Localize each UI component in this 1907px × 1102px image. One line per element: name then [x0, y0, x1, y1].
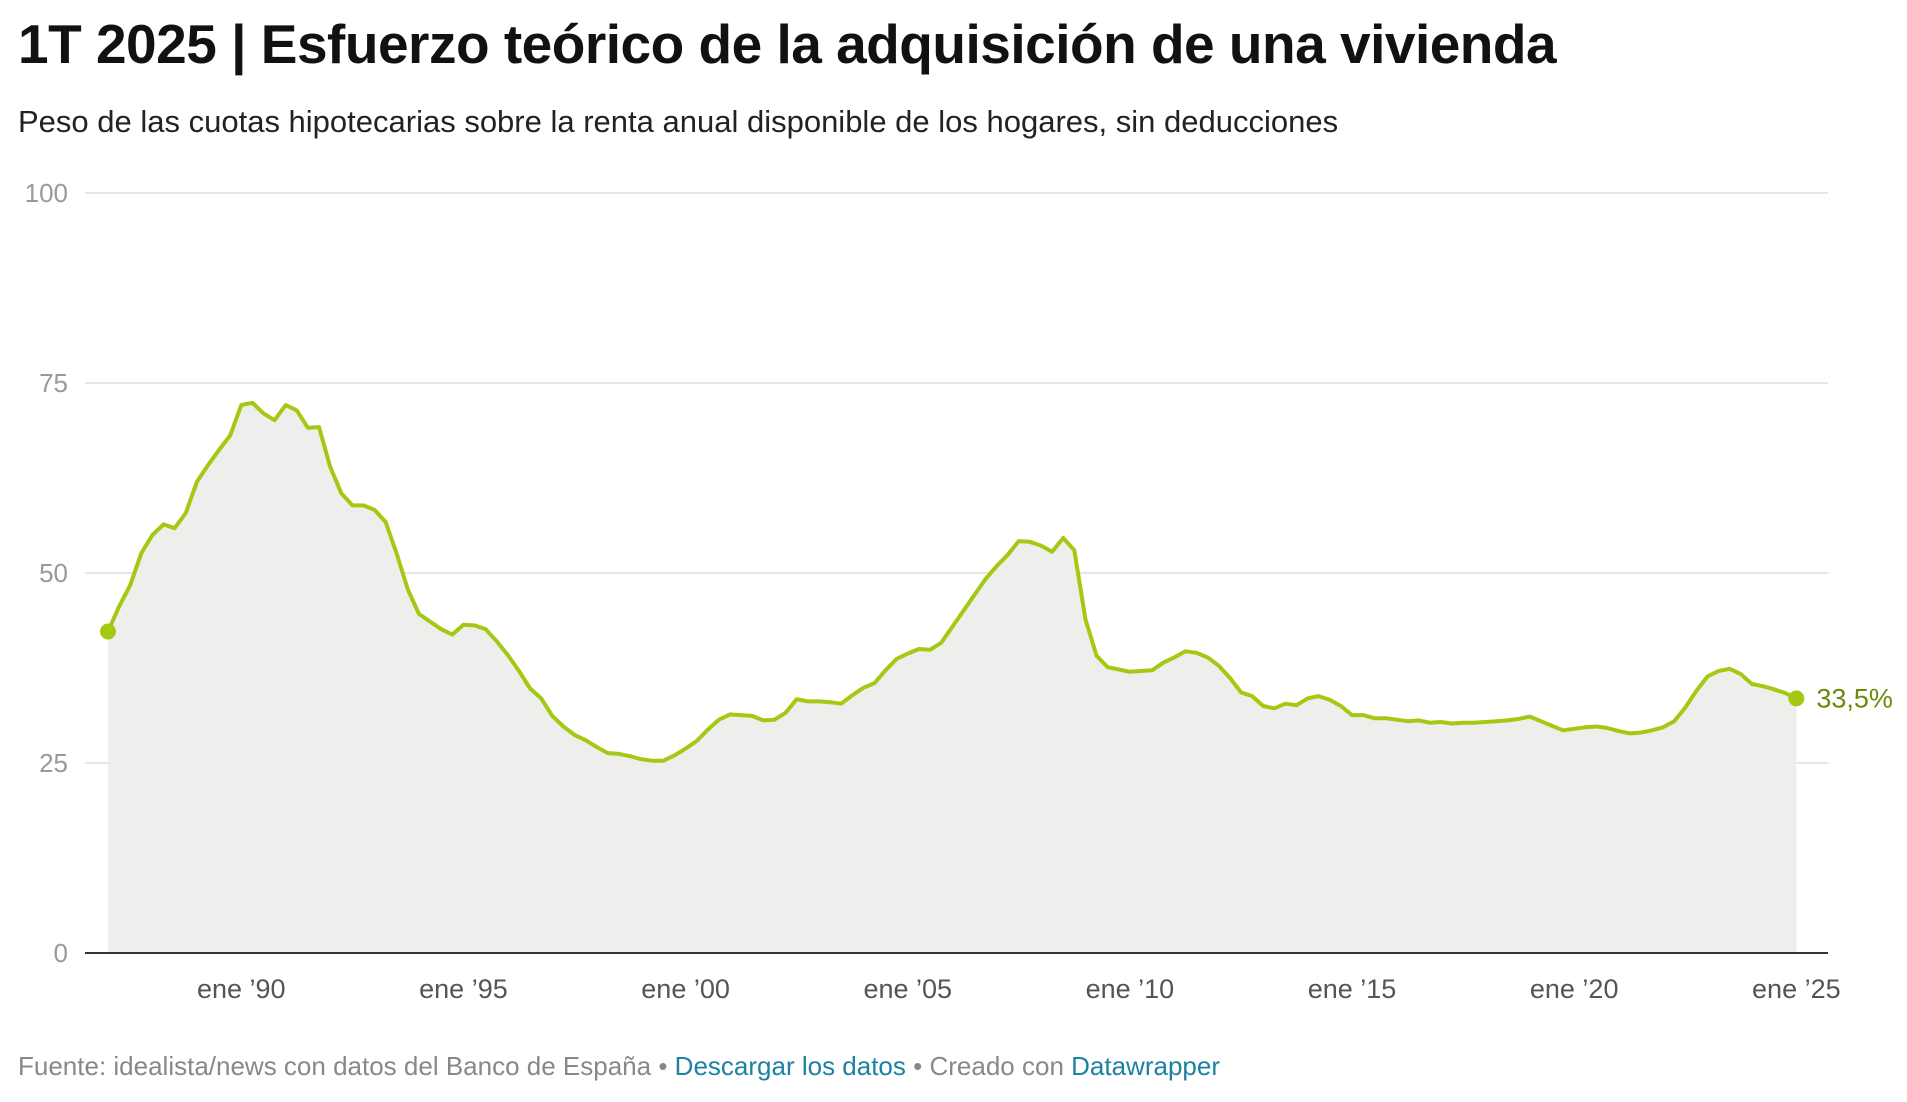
end-value-label: 33,5%: [1816, 683, 1893, 713]
series-line: [106, 400, 1799, 763]
chart-title: 1T 2025 | Esfuerzo teórico de la adquisi…: [18, 13, 1557, 75]
datawrapper-link[interactable]: Datawrapper: [1071, 1051, 1220, 1081]
x-tick-label: ene ’25: [1752, 974, 1841, 1004]
x-tick-label: ene ’10: [1086, 974, 1175, 1004]
y-tick-label: 25: [39, 748, 68, 778]
footer-separator: •: [913, 1051, 923, 1081]
y-tick-label: 75: [39, 368, 68, 398]
end-point-marker: [1788, 690, 1805, 707]
x-tick-label: ene ’95: [419, 974, 508, 1004]
start-point-marker: [100, 623, 116, 640]
y-tick-label: 50: [39, 558, 68, 588]
y-tick-label: 0: [54, 938, 68, 968]
x-tick-label: ene ’90: [197, 974, 286, 1004]
chart-subtitle: Peso de las cuotas hipotecarias sobre la…: [18, 104, 1339, 139]
source-note: Fuente: idealista/news con datos del Ban…: [18, 1051, 652, 1081]
y-tick-label: 100: [25, 178, 68, 208]
x-tick-label: ene ’00: [641, 974, 730, 1004]
footer-separator: •: [658, 1051, 668, 1081]
x-tick-label: ene ’05: [863, 974, 952, 1004]
x-tick-label: ene ’20: [1530, 974, 1619, 1004]
x-axis-tick-labels: ene ’90 ene ’95 ene ’00 ene ’05 ene ’10 ene ’…: [197, 974, 1841, 1004]
footer: Fuente: idealista/news con datos del Ban…: [18, 1051, 1220, 1082]
download-data-link[interactable]: Descargar los datos: [674, 1051, 906, 1081]
x-tick-label: ene ’15: [1308, 974, 1397, 1004]
y-axis-tick-labels: 0 25 50 75 100: [25, 178, 68, 968]
created-with-text: Creado con: [929, 1051, 1064, 1081]
area-fill: [108, 402, 1797, 953]
